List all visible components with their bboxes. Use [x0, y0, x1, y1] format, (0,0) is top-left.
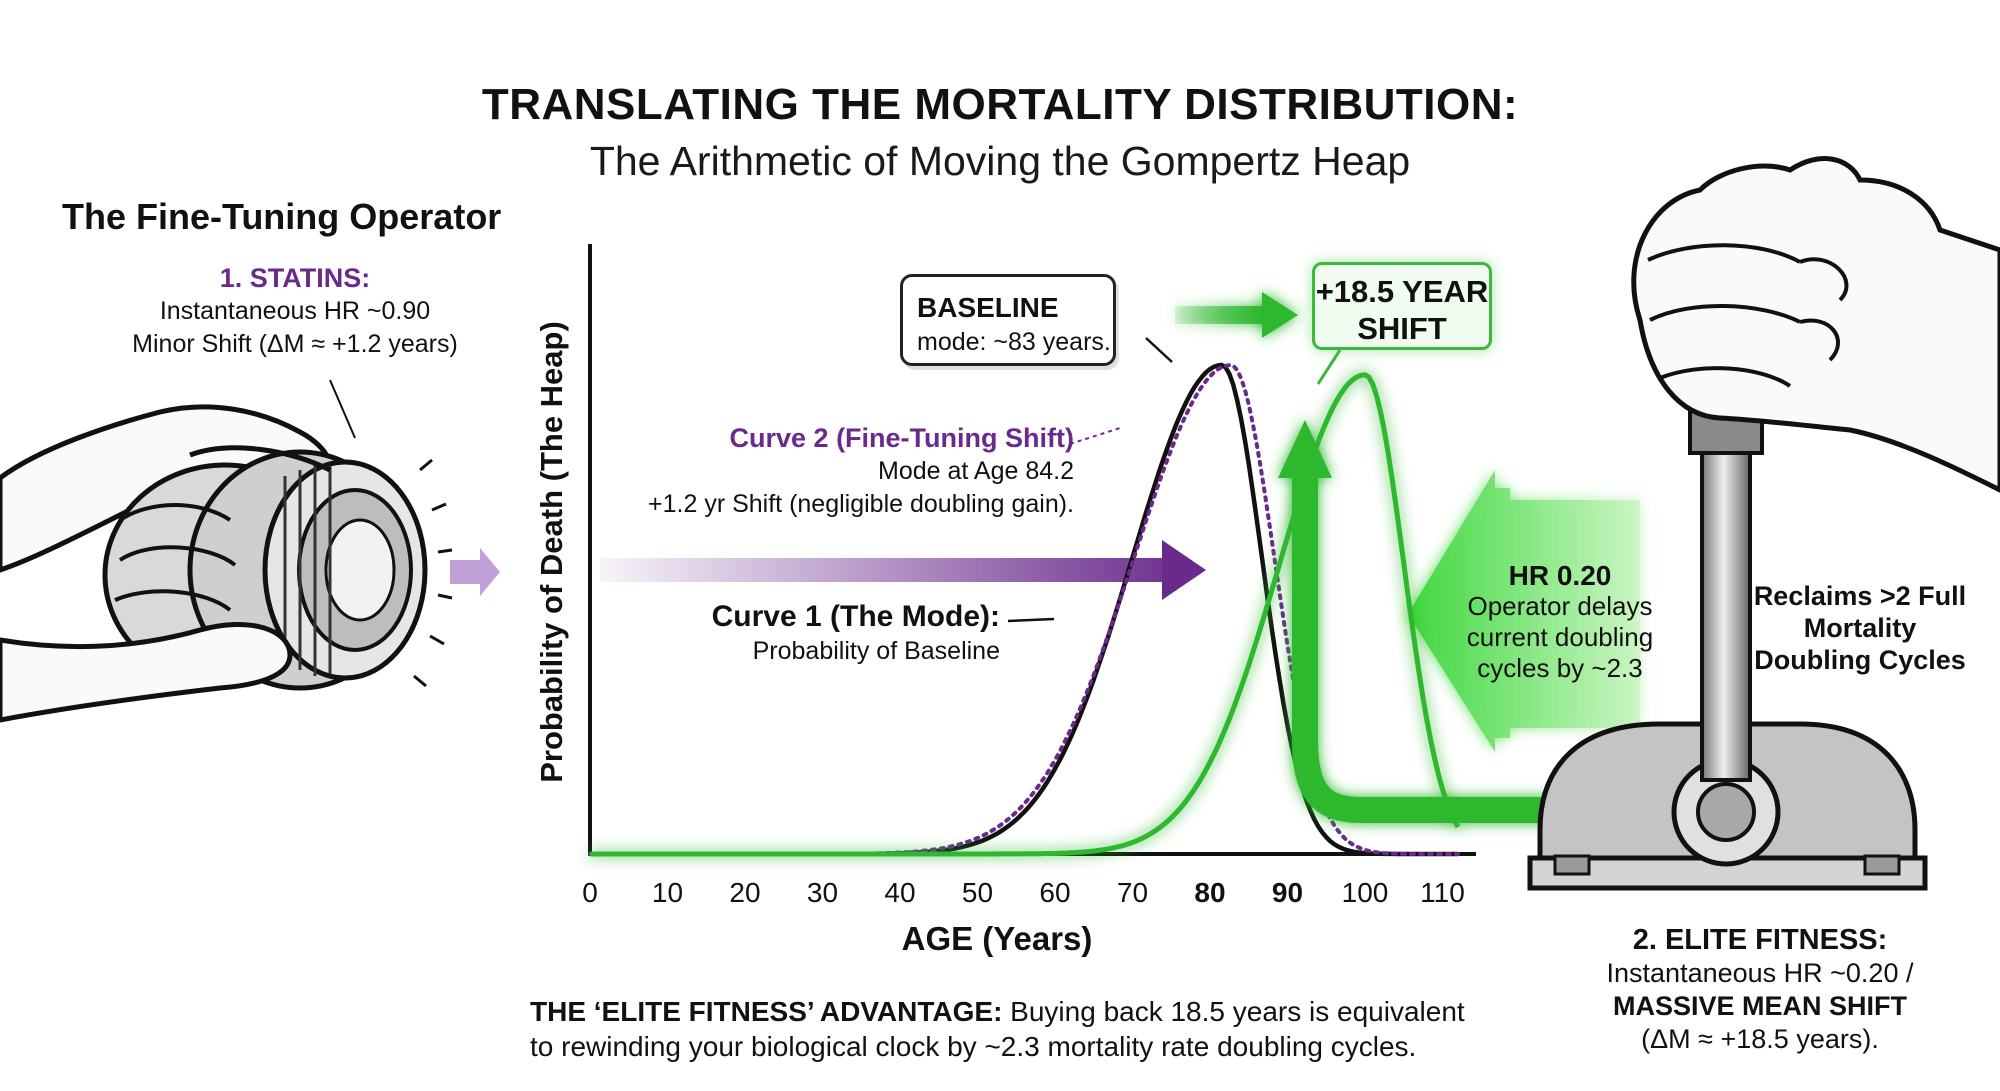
reclaims-annotation: Reclaims >2 Full Mortality Doubling Cycl…	[1740, 580, 1980, 676]
reclaims-line2: Mortality	[1803, 613, 1917, 643]
x-tick-label: 40	[884, 877, 915, 908]
reclaims-line3: Doubling Cycles	[1754, 645, 1966, 675]
footer-bold: THE ‘ELITE FITNESS’ ADVANTAGE:	[530, 996, 1003, 1027]
shift-arrow-top	[1175, 292, 1298, 338]
elite-line3: (ΔM ≈ +18.5 years).	[1641, 1024, 1879, 1054]
x-tick-label: 50	[962, 877, 993, 908]
leader-lines	[1007, 337, 1342, 623]
curve1-title: Curve 1 (The Mode):	[711, 600, 1000, 633]
shift-line1: +18.5 YEAR	[1315, 274, 1489, 309]
shift-line2: SHIFT	[1357, 311, 1447, 346]
elite-title: 2. ELITE FITNESS:	[1632, 924, 1888, 956]
curve2-line2: +1.2 yr Shift (negligible doubling gain)…	[648, 490, 1074, 518]
fist-on-lever-icon	[1527, 156, 2000, 891]
baseline-text: mode: ~83 years.	[917, 328, 1111, 356]
elite-line2: MASSIVE MEAN SHIFT	[1612, 991, 1908, 1021]
curve1-line1: Probability of Baseline	[752, 637, 1000, 665]
baseline-callout: BASELINE mode: ~83 years.	[900, 274, 1116, 366]
hr-line1: Operator delays	[1467, 591, 1653, 621]
hr-annotation: HR 0.20 Operator delays current doubling…	[1440, 560, 1680, 684]
x-tick-label: 10	[652, 877, 683, 908]
hr-line2: current doubling	[1466, 622, 1654, 652]
baseline-title: BASELINE	[917, 292, 1059, 323]
elite-line1: Instantaneous HR ~0.20 /	[1606, 958, 1914, 988]
x-tick-label: 30	[807, 877, 838, 908]
page-title: TRANSLATING THE MORTALITY DISTRIBUTION:	[481, 80, 1519, 129]
elite-fitness-description: 2. ELITE FITNESS: Instantaneous HR ~0.20…	[1565, 924, 1955, 1056]
curve2-line1: Mode at Age 84.2	[878, 457, 1074, 485]
statins-title: 1. STATINS:	[219, 263, 371, 293]
x-tick-label: 110	[1420, 877, 1465, 908]
x-tick-label: 0	[582, 877, 598, 908]
curve1-annotation: Curve 1 (The Mode): Probability of Basel…	[640, 600, 1000, 668]
y-axis-label: Probability of Death (The Heap)	[534, 321, 569, 783]
reclaims-line1: Reclaims >2 Full	[1753, 581, 1967, 611]
fine-tuning-heading: The Fine-Tuning Operator	[62, 196, 502, 237]
fitness-return-arrow	[1278, 420, 1570, 823]
x-tick-label: 20	[729, 877, 760, 908]
x-tick-label: 60	[1039, 877, 1070, 908]
statins-line2: Minor Shift (ΔM ≈ +1.2 years)	[132, 330, 458, 358]
statins-line1: Instantaneous HR ~0.90	[159, 297, 431, 325]
footer-line1: THE ‘ELITE FITNESS’ ADVANTAGE: Buying ba…	[530, 994, 1490, 1029]
statins-description: 1. STATINS: Instantaneous HR ~0.90 Minor…	[120, 262, 470, 361]
footer-line2: to rewinding your biological clock by ~2…	[530, 1031, 1417, 1062]
hand-turning-dial-icon	[0, 379, 453, 723]
shift-callout: +18.5 YEAR SHIFT	[1312, 262, 1492, 350]
hr-line3: cycles by ~2.3	[1477, 653, 1643, 683]
footer-text: THE ‘ELITE FITNESS’ ADVANTAGE: Buying ba…	[530, 994, 1490, 1064]
x-tick-label: 90	[1272, 877, 1303, 908]
x-tick-label: 80	[1194, 877, 1225, 908]
x-tick-label: 100	[1342, 877, 1389, 908]
x-axis-label: AGE (Years)	[902, 920, 1093, 957]
curve2-annotation: Curve 2 (Fine-Tuning Shift) Mode at Age …	[630, 422, 1074, 521]
fitness-big-arrow	[1408, 470, 1640, 752]
x-tick-label: 70	[1117, 877, 1148, 908]
footer-text1: Buying back 18.5 years is equivalent	[1002, 996, 1465, 1027]
hr-title: HR 0.20	[1508, 560, 1612, 591]
x-axis-ticks: 0 10 20 30 40 50 60 70 80 90 100 110	[582, 877, 1465, 908]
page-subtitle: The Arithmetic of Moving the Gompertz He…	[589, 138, 1411, 184]
dial-to-chart-arrow	[450, 548, 500, 596]
curve2-title: Curve 2 (Fine-Tuning Shift)	[729, 423, 1074, 453]
statins-shift-arrow	[600, 540, 1206, 600]
